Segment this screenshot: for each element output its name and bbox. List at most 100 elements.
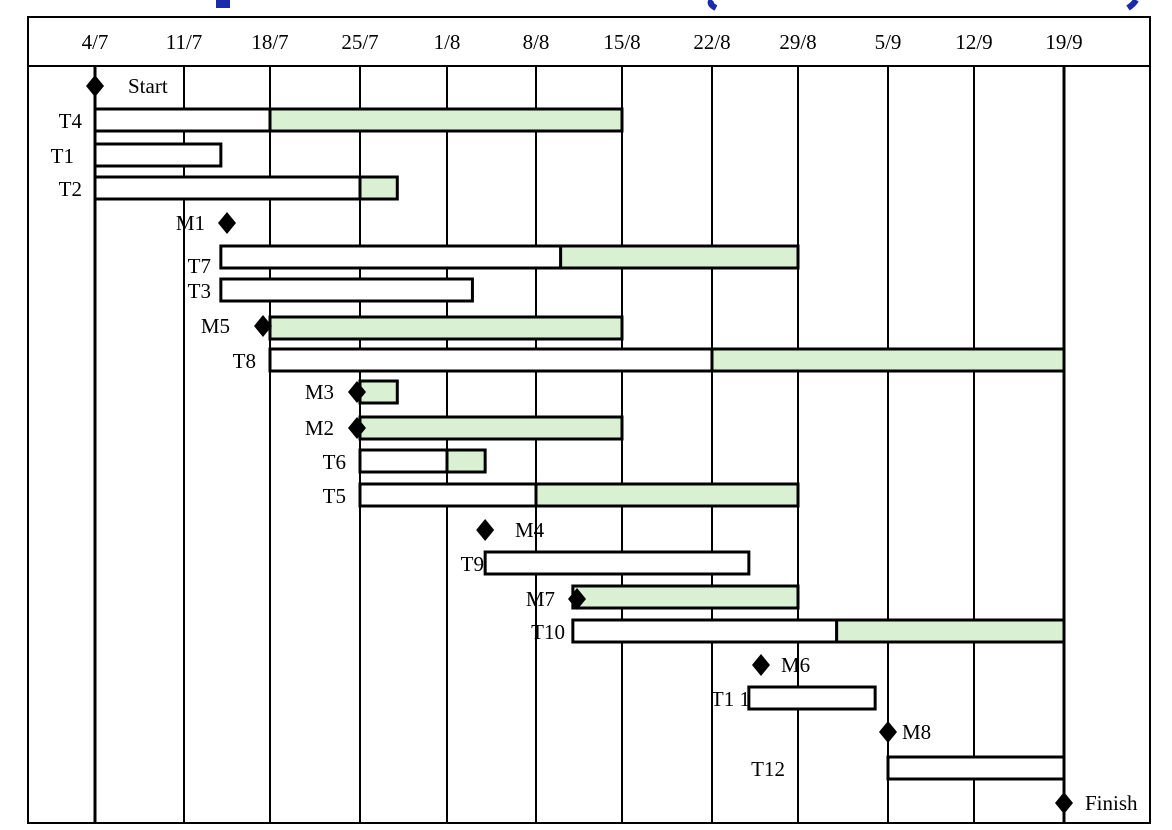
milestone-diamond <box>1055 792 1073 814</box>
x-tick-label: 11/7 <box>166 30 203 54</box>
milestone: M1 <box>176 211 236 235</box>
task-row: T5 <box>323 482 800 508</box>
task-row: T1 <box>51 142 223 168</box>
milestone-diamond <box>348 417 366 439</box>
slack-bar <box>358 175 399 201</box>
x-tick-label: 8/8 <box>523 30 550 54</box>
task-bar <box>358 482 538 508</box>
x-tick-label: 4/7 <box>82 30 109 54</box>
milestone-label: Finish <box>1085 791 1138 815</box>
slack-bar <box>559 244 800 270</box>
task-bar <box>483 550 751 576</box>
milestone-diamond <box>86 75 104 97</box>
milestone: M3 <box>305 380 366 404</box>
milestone: M2 <box>305 416 366 440</box>
task-label: T12 <box>751 757 785 781</box>
milestone: M5 <box>201 314 272 338</box>
slack-bar <box>268 107 624 133</box>
milestone: Start <box>86 74 168 98</box>
milestone: Finish <box>1055 791 1138 815</box>
task-label: T5 <box>323 484 346 508</box>
x-tick-label: 22/8 <box>693 30 730 54</box>
milestone-diamond <box>254 315 272 337</box>
task-label: T8 <box>233 349 256 373</box>
milestones: Start M1 M5 M3 M2 M4 M7 M6 M8 Finish <box>86 74 1138 815</box>
milestone: M4 <box>476 518 545 542</box>
task-row: T7 <box>188 244 800 278</box>
milestone-diamond <box>348 381 366 403</box>
task-label: T4 <box>59 109 83 133</box>
task-label: T1 <box>51 144 74 168</box>
x-tick-label: 1/8 <box>434 30 461 54</box>
task-bar <box>93 107 272 133</box>
slack-bar <box>710 347 1066 373</box>
title-remnant-mark-2 <box>707 0 718 11</box>
task-row: T6 <box>323 448 487 474</box>
milestone-diamond <box>476 519 495 541</box>
task-row: T9 <box>461 550 751 576</box>
task-bar <box>268 347 714 373</box>
task-label: T10 <box>531 620 565 644</box>
chart-frame <box>27 16 1151 824</box>
slack-bar <box>445 448 487 474</box>
title-remnant-mark-1 <box>216 0 230 8</box>
task-label: T9 <box>461 552 484 576</box>
x-tick-label: 12/9 <box>955 30 992 54</box>
task-row <box>358 415 624 441</box>
task-row <box>268 315 624 341</box>
milestone-label: M4 <box>515 518 545 542</box>
x-tick-label: 25/7 <box>341 30 378 54</box>
slack-bar <box>358 415 624 441</box>
task-label: T3 <box>188 279 211 303</box>
task-row <box>571 584 800 610</box>
task-label: T2 <box>59 177 82 201</box>
milestone: M7 <box>526 587 586 611</box>
milestone: M8 <box>879 720 931 744</box>
task-row: T1 1 <box>711 685 877 711</box>
task-label: T1 1 <box>711 687 750 711</box>
task-bar <box>571 618 839 644</box>
task-bar <box>886 755 1066 781</box>
milestone-diamond <box>879 721 897 743</box>
title-remnant-mark-3 <box>1126 0 1139 11</box>
slack-bar <box>534 482 800 508</box>
task-row: T12 <box>751 755 1066 781</box>
milestone: M6 <box>752 653 810 677</box>
milestone-label: M3 <box>305 380 334 404</box>
task-bar <box>93 142 223 168</box>
task-bar <box>358 448 449 474</box>
task-row: T3 <box>188 277 474 303</box>
task-row: T2 <box>59 175 399 201</box>
task-label: T7 <box>188 254 211 278</box>
milestone-label: Start <box>128 74 168 98</box>
x-tick-label: 29/8 <box>779 30 816 54</box>
task-bar <box>219 244 563 270</box>
x-tick-label: 18/7 <box>251 30 288 54</box>
milestone-label: M2 <box>305 416 334 440</box>
milestone-diamond <box>568 588 586 610</box>
slack-bar <box>268 315 624 341</box>
x-axis-ticks: 4/7 11/7 18/7 25/7 1/8 8/8 15/8 22/8 29/8 5/9 12/9… <box>82 30 1083 54</box>
task-row: T4 <box>59 107 624 133</box>
slack-bar <box>571 584 800 610</box>
task-bar <box>747 685 877 711</box>
task-bar <box>93 175 362 201</box>
x-tick-label: 15/8 <box>603 30 640 54</box>
task-bar <box>219 277 474 303</box>
milestone-label: M1 <box>176 211 205 235</box>
task-row: T8 <box>233 347 1066 373</box>
milestone-label: M7 <box>526 587 555 611</box>
milestone-label: M6 <box>781 653 810 677</box>
milestone-diamond <box>752 654 770 676</box>
milestone-label: M8 <box>902 720 931 744</box>
milestone-label: M5 <box>201 314 230 338</box>
milestone-diamond <box>218 212 236 234</box>
task-label: T6 <box>323 450 346 474</box>
x-tick-label: 19/9 <box>1045 30 1082 54</box>
task-row: T10 <box>531 618 1066 644</box>
slack-bar <box>835 618 1066 644</box>
title-remnant <box>216 0 1139 11</box>
x-tick-label: 5/9 <box>875 30 902 54</box>
